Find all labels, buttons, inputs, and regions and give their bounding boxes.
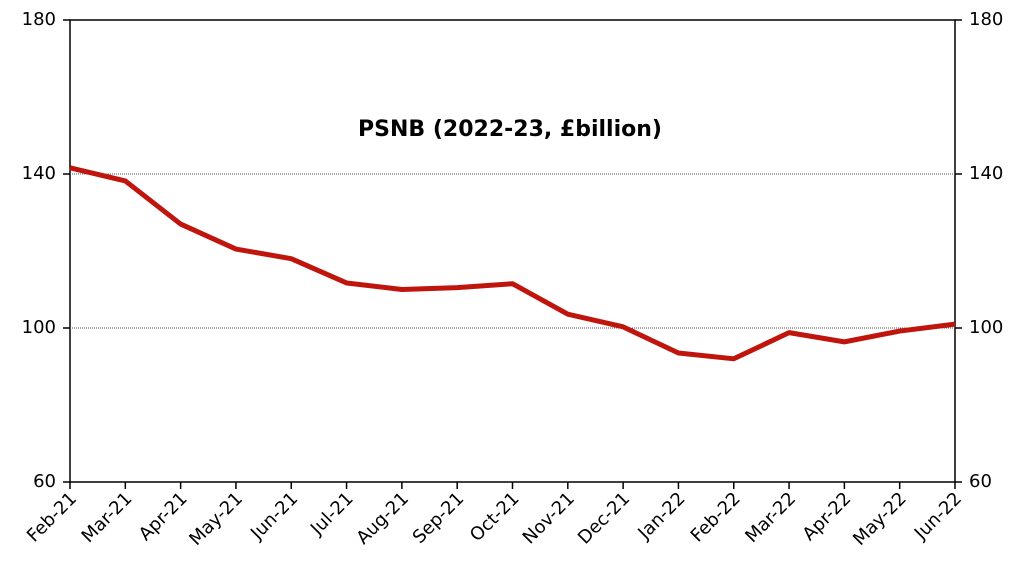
x-tick-label: Dec-21: [574, 488, 634, 548]
x-tick-label: Apr-22: [799, 488, 856, 545]
x-tick-label: Jan-22: [634, 488, 690, 544]
x-tick-label: May-21: [185, 488, 247, 550]
x-tick-label: Sep-21: [409, 488, 469, 548]
chart-title: PSNB (2022-23, £billion): [358, 117, 662, 142]
x-tick-label: Jul-21: [306, 488, 358, 540]
y2-tick-label: 60: [969, 471, 992, 492]
x-tick-label: Mar-21: [78, 488, 137, 547]
x-tick-label: Aug-21: [352, 488, 412, 548]
x-tick-label: Nov-21: [519, 488, 579, 548]
x-tick-label: May-22: [849, 488, 911, 550]
x-tick-label: Feb-21: [23, 488, 81, 546]
x-tick-label: Jun-21: [246, 488, 302, 544]
x-tick-label: Jun-22: [910, 488, 966, 544]
y-tick-label: 100: [22, 317, 56, 338]
x-tick-label: Oct-21: [466, 488, 524, 546]
x-tick-label: Mar-22: [741, 488, 800, 547]
y-tick-label: 140: [22, 163, 56, 184]
line: [69, 165, 956, 362]
y2-tick-label: 180: [969, 9, 1003, 30]
plot-frame: [69, 19, 956, 483]
y-tick-label: 180: [22, 9, 56, 30]
y-tick-label: 60: [33, 471, 56, 492]
y2-tick-label: 100: [969, 317, 1003, 338]
x-tick-label: Feb-22: [687, 488, 745, 546]
y2-tick-label: 140: [969, 163, 1003, 184]
x-tick-label: Apr-21: [135, 488, 192, 545]
